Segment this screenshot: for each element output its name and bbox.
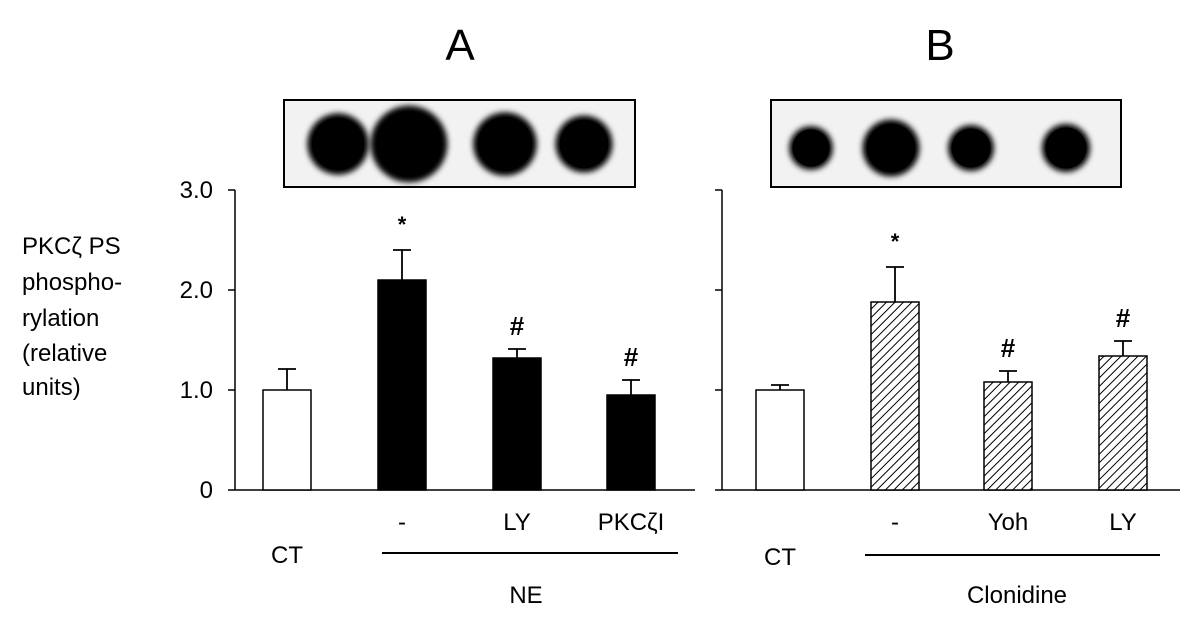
x-tick-label: Yoh — [988, 509, 1029, 536]
bar — [755, 389, 805, 491]
blot-spot-core — [376, 111, 442, 177]
bar — [1098, 355, 1148, 491]
y-axis-label-line: PKCζ PS — [22, 233, 121, 260]
blot-spot-core — [1045, 127, 1087, 169]
y-axis-label-line: units) — [22, 374, 81, 401]
x-tick-label: LY — [503, 509, 531, 536]
blot-spot-core — [866, 123, 916, 173]
panel-a-x-labels: CT - LY PKCζI — [271, 509, 664, 569]
y-tick-label: 3.0 — [180, 177, 213, 204]
blot-spot-core — [477, 116, 533, 172]
y-tick-label: 1.0 — [180, 377, 213, 404]
y-axis-label-line: (relative — [22, 340, 108, 367]
bar — [262, 389, 312, 491]
bar — [870, 301, 920, 491]
x-tick-label: PKCζI — [598, 509, 665, 536]
y-tick-label: 2.0 — [180, 277, 213, 304]
significance-marker: # — [510, 311, 525, 341]
blot-spot-core — [792, 129, 830, 167]
y-tick-label: 0 — [200, 477, 213, 504]
significance-marker: # — [624, 342, 639, 372]
y-axis-label-line: phospho- — [22, 269, 123, 296]
panel-a: A 0 1.0 2.0 3.0 * # # CT - LY PKCζI NE — [180, 21, 695, 609]
blot-spot-core — [951, 128, 991, 168]
panel-b-blot-spots — [789, 119, 1091, 177]
bar — [492, 357, 542, 491]
panel-a-blot-spots — [307, 105, 613, 183]
panel-b-group-label: Clonidine — [967, 582, 1067, 609]
panel-b-y-ticks — [715, 189, 722, 491]
panel-b-bars: * # # — [755, 229, 1148, 491]
significance-marker: # — [1116, 303, 1131, 333]
x-tick-label: CT — [271, 542, 303, 569]
panel-b: B * # # CT - Yoh LY Clonidine — [715, 21, 1180, 609]
x-tick-label: LY — [1109, 509, 1137, 536]
panel-a-bars: * # # — [262, 212, 656, 491]
bar — [606, 394, 656, 491]
significance-marker: # — [1001, 333, 1016, 363]
significance-marker: * — [891, 229, 900, 254]
x-tick-label: - — [891, 509, 899, 536]
panel-a-group-label: NE — [509, 582, 542, 609]
blot-spot-core — [311, 117, 365, 171]
blot-spot-core — [559, 119, 609, 169]
panel-b-label: B — [925, 21, 954, 70]
bar — [377, 279, 427, 491]
panel-b-x-labels: CT - Yoh LY — [764, 509, 1137, 571]
bar — [983, 381, 1033, 491]
significance-marker: * — [398, 212, 407, 237]
panel-a-y-ticks: 0 1.0 2.0 3.0 — [180, 177, 235, 504]
panel-a-label: A — [445, 21, 475, 70]
x-tick-label: - — [398, 509, 406, 536]
y-axis-label-line: rylation — [22, 305, 100, 332]
x-tick-label: CT — [764, 544, 796, 571]
